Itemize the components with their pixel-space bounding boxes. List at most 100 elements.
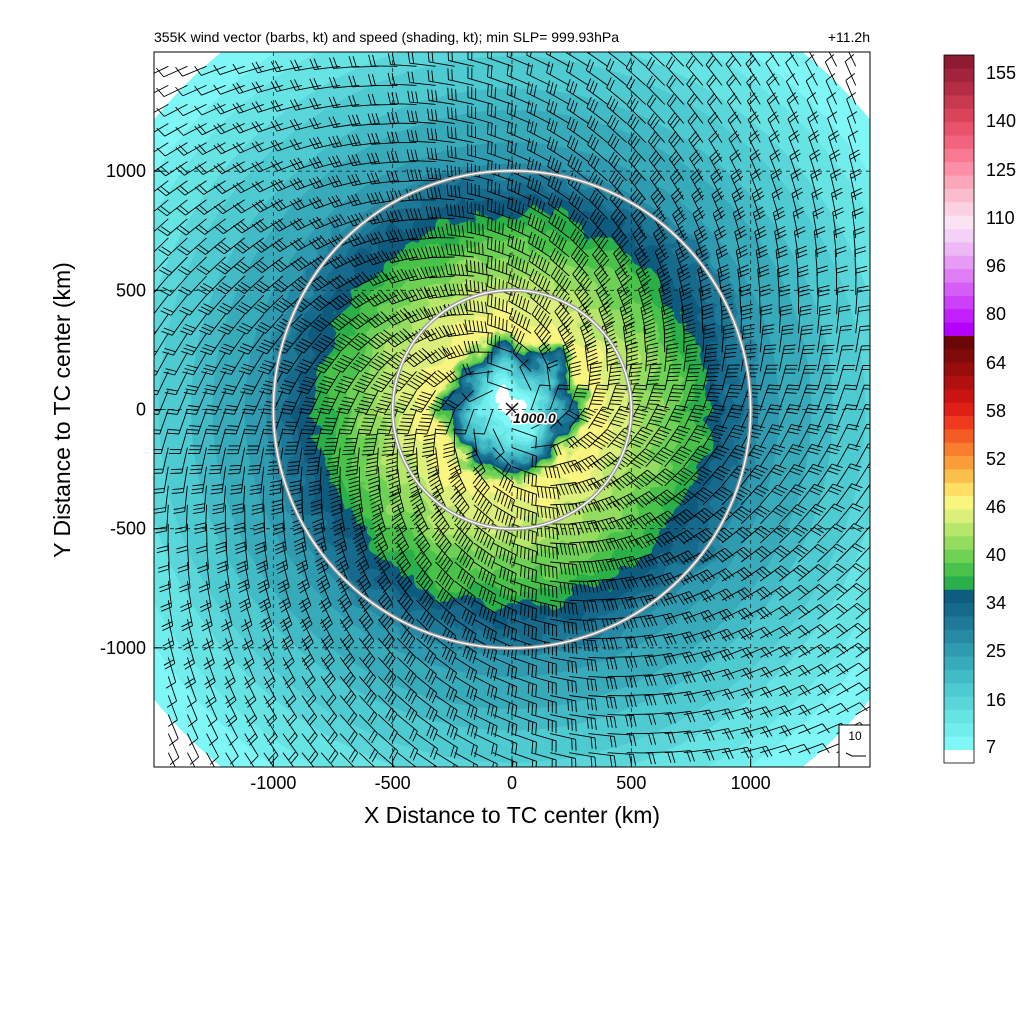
wind-barb: [487, 160, 513, 182]
wind-barb: [793, 226, 806, 258]
wind-barb: [330, 332, 360, 352]
wind-barb: [550, 695, 577, 713]
wind-barb: [294, 352, 322, 374]
wind-barb: [717, 264, 731, 296]
wind-barb: [721, 546, 753, 563]
colorbar-label: 7: [986, 737, 996, 757]
wind-barb: [683, 364, 702, 391]
wind-barb: [626, 654, 657, 667]
wind-barb: [740, 666, 773, 678]
wind-barb: [156, 523, 169, 554]
wind-barb: [702, 568, 735, 582]
wind-barb: [473, 542, 496, 569]
wind-barb: [377, 676, 397, 706]
wind-barb: [234, 256, 265, 274]
wind-barb: [367, 132, 398, 145]
wind-barb: [154, 84, 169, 94]
colorbar-swatch: [944, 589, 974, 604]
wind-barb: [258, 580, 272, 613]
wind-barb: [721, 485, 751, 506]
colorbar-swatch: [944, 121, 974, 136]
wind-barb: [386, 170, 417, 183]
wind-barb: [175, 84, 207, 97]
wind-barb: [178, 561, 191, 593]
wind-barb: [282, 676, 297, 708]
wind-barb: [194, 180, 226, 195]
wind-barb: [247, 447, 265, 475]
wind-barb: [199, 581, 212, 613]
wind-barb: [309, 136, 341, 150]
wind-barb: [376, 561, 392, 594]
wind-barb: [740, 364, 760, 391]
wind-barb: [328, 254, 360, 269]
wind-barb: [156, 84, 188, 98]
wind-barb: [492, 542, 517, 567]
wind-barb: [277, 371, 303, 395]
wind-barb: [649, 169, 666, 201]
wind-barb: [424, 285, 455, 299]
wind-barb: [721, 647, 754, 659]
wind-barb: [664, 691, 696, 703]
wind-barb: [180, 581, 192, 612]
wind-barb: [385, 248, 417, 264]
wind-barb: [370, 371, 398, 393]
wind-barb: [176, 218, 207, 236]
wind-barb: [358, 657, 377, 688]
wind-barb: [588, 516, 620, 533]
wind-barb: [163, 352, 188, 376]
wind-barb: [588, 429, 618, 450]
wind-barb: [586, 52, 608, 67]
colorbar-swatch: [944, 549, 974, 564]
wind-barb: [836, 563, 866, 582]
wind-barb: [320, 752, 335, 767]
wind-barb: [745, 54, 761, 86]
wind-barb: [492, 447, 512, 477]
wind-barb: [487, 370, 513, 391]
wind-barb: [159, 275, 188, 296]
wind-barb: [269, 466, 284, 496]
wind-barb: [435, 695, 458, 722]
wind-barb: [796, 265, 809, 296]
wind-barb: [530, 695, 557, 714]
colorbar-swatch: [944, 629, 974, 644]
wind-barb: [836, 404, 858, 429]
wind-barb: [387, 72, 417, 86]
wind-barb: [349, 485, 363, 517]
wind-barb: [798, 463, 824, 487]
wind-barb: [614, 263, 632, 296]
wind-barb: [352, 523, 368, 556]
wind-barb: [328, 175, 360, 188]
wind-barb: [164, 371, 188, 396]
wind-barb: [445, 390, 475, 409]
wind-barb: [154, 142, 169, 153]
wind-barb: [425, 246, 455, 258]
wind-barb: [511, 599, 537, 621]
wind-barb: [808, 130, 820, 162]
wind-barb: [406, 169, 436, 182]
wind-barb: [792, 206, 805, 238]
wind-barb: [705, 55, 723, 86]
wind-barb: [645, 425, 672, 448]
wind-barb: [798, 664, 830, 677]
wind-barb: [405, 347, 436, 368]
wind-barb: [445, 263, 474, 277]
wind-barb: [855, 586, 870, 601]
wind-barb: [435, 637, 457, 665]
wind-barb: [507, 196, 532, 220]
wind-barb: [848, 52, 857, 67]
wind-barb: [566, 97, 589, 124]
wind-barb: [817, 404, 839, 429]
wind-barb: [588, 695, 617, 709]
wind-barb: [206, 733, 219, 765]
colorbar-swatch: [944, 282, 974, 296]
wind-barb: [607, 555, 639, 571]
wind-barb: [322, 428, 341, 455]
wind-barb: [530, 637, 557, 657]
wind-barb: [428, 390, 456, 412]
wind-barb: [759, 384, 781, 410]
wind-barb: [203, 638, 215, 670]
wind-barb: [648, 150, 666, 181]
x-tick-label: -500: [375, 773, 411, 793]
wind-barb: [589, 208, 608, 239]
wind-barb: [245, 428, 265, 455]
